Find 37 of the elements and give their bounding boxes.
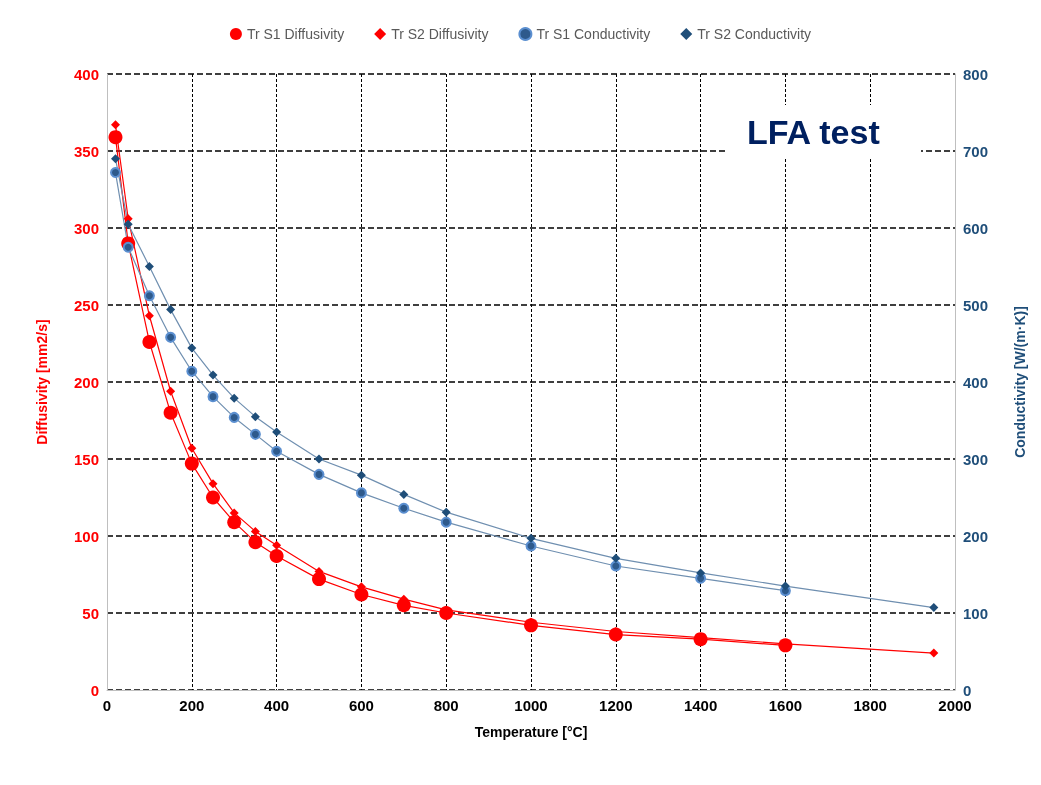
y2-tick-label: 400 (963, 373, 989, 391)
y2-tick-label: 800 (963, 65, 989, 83)
y2-axis-title: Conductivity [W/(m·K)] (1012, 306, 1028, 458)
x-axis-title: Temperature [°C] (474, 724, 588, 740)
x-tick-label: 1600 (768, 697, 803, 714)
x-tick-label: 1400 (683, 697, 718, 714)
legend-label: Tr S1 Conductivity (536, 26, 651, 42)
y2-tick-label: 500 (963, 296, 989, 314)
y2-tick-label: 100 (963, 604, 989, 622)
x-tick-label: 0 (102, 697, 112, 714)
y-tick-label: 100 (73, 527, 99, 545)
y-tick-label: 250 (73, 296, 99, 314)
legend-label: Tr S2 Diffusivity (391, 26, 489, 42)
y-tick-label: 400 (73, 65, 99, 83)
y-tick-label: 0 (90, 681, 99, 699)
y-axis-title: Diffusivity [mm2/s] (34, 319, 50, 445)
y2-tick-label: 200 (963, 527, 989, 545)
y-tick-label: 350 (73, 142, 99, 160)
x-tick-label: 400 (264, 697, 290, 714)
x-tick-label: 600 (348, 697, 374, 714)
y-tick-label: 50 (82, 604, 99, 622)
y-tick-label: 150 (73, 450, 99, 468)
y2-tick-label: 600 (963, 219, 989, 237)
legend-label: Tr S1 Diffusivity (246, 26, 345, 42)
legend-label: Tr S2 Conductivity (697, 26, 812, 42)
x-tick-label: 2000 (938, 697, 972, 714)
y2-tick-label: 300 (963, 450, 989, 468)
y2-tick-label: 0 (963, 681, 972, 699)
y-tick-label: 300 (73, 219, 99, 237)
x-tick-label: 1000 (514, 697, 548, 714)
x-tick-label: 1200 (599, 697, 633, 714)
y2-tick-label: 700 (963, 142, 989, 160)
x-tick-label: 1800 (853, 697, 887, 714)
annotation: LFA test (746, 113, 880, 151)
y-tick-label: 200 (73, 373, 99, 391)
x-tick-label: 200 (179, 697, 205, 714)
x-tick-label: 800 (433, 697, 459, 714)
